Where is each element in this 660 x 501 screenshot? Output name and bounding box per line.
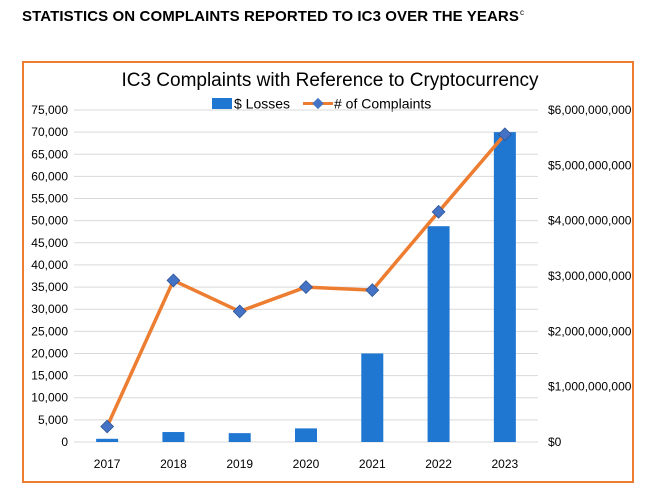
complaints-point [497, 127, 512, 142]
left-axis-tick-label: 65,000 [31, 147, 68, 161]
left-axis-tick-label: 20,000 [31, 346, 68, 360]
legend-label-losses: $ Losses [234, 96, 290, 112]
losses-bar [361, 353, 384, 442]
complaints-point [299, 280, 313, 294]
left-axis-tick-label: 15,000 [31, 369, 68, 383]
legend-label-complaints: # of Complaints [334, 96, 431, 112]
losses-bar [493, 132, 516, 442]
losses-bar [96, 438, 119, 442]
left-axis-tick-label: 5,000 [38, 413, 68, 427]
chart-frame [22, 61, 634, 483]
bar-series [96, 132, 516, 442]
x-axis-tick-label: 2018 [160, 457, 187, 471]
left-axis-tick-label: 70,000 [31, 125, 68, 139]
complaints-point [431, 204, 446, 219]
complaints-point [232, 304, 247, 319]
left-axis-tick-label: 45,000 [31, 236, 68, 250]
left-axis-tick-label: 30,000 [31, 302, 68, 316]
left-axis-tick-label: 25,000 [31, 324, 68, 338]
x-axis-tick-label: 2023 [492, 457, 519, 471]
right-axis-tick-label: $2,000,000,000 [548, 324, 632, 338]
x-axis-labels: 2017 2018 2019 2020 2021 2022 2023 [94, 457, 519, 471]
legend: $ Losses # of Complaints [212, 96, 431, 112]
heading-footnote-marker: c [519, 8, 525, 17]
left-axis-tick-label: 40,000 [31, 258, 68, 272]
x-axis-tick-label: 2021 [359, 457, 386, 471]
left-axis-tick-label: 50,000 [31, 214, 68, 228]
left-axis-labels: 0 5,000 10,000 15,000 20,000 25,000 30,000 35,0… [31, 103, 68, 449]
left-axis-tick-label: 75,000 [31, 103, 68, 117]
right-axis-tick-label: $4,000,000,000 [548, 214, 632, 228]
losses-bar [228, 433, 251, 442]
x-axis-tick-label: 2019 [226, 457, 253, 471]
losses-bar [427, 226, 450, 442]
losses-bar [295, 428, 317, 442]
legend-bar-swatch [212, 98, 232, 109]
complaints-point [100, 419, 115, 434]
left-axis-tick-label: 0 [61, 435, 68, 449]
chart-title: IC3 Complaints with Reference to Cryptoc… [121, 70, 539, 91]
right-axis-tick-label: $5,000,000,000 [548, 158, 632, 172]
left-axis-tick-label: 60,000 [31, 169, 68, 183]
x-axis-tick-label: 2020 [293, 457, 320, 471]
left-axis-tick-label: 55,000 [31, 192, 68, 206]
right-axis-labels: $0 $1,000,000,000 $2,000,000,000 $3,000,000… [548, 103, 632, 449]
line-series [100, 127, 512, 434]
complaints-point [365, 283, 380, 298]
page-heading: STATISTICS ON COMPLAINTS REPORTED TO IC3… [22, 8, 524, 25]
x-axis-tick-label: 2022 [425, 457, 452, 471]
right-axis-tick-label: $0 [548, 435, 562, 449]
losses-bar [162, 432, 185, 442]
left-axis-tick-label: 10,000 [31, 391, 68, 405]
left-axis-tick-label: 35,000 [31, 280, 68, 294]
right-axis-tick-label: $3,000,000,000 [548, 269, 632, 283]
right-axis-tick-label: $1,000,000,000 [548, 380, 632, 394]
page-heading-text: STATISTICS ON COMPLAINTS REPORTED TO IC3… [22, 8, 519, 25]
right-axis-tick-label: $6,000,000,000 [548, 103, 632, 117]
gridlines [74, 109, 538, 443]
complaints-point [166, 273, 181, 288]
x-axis-tick-label: 2017 [94, 457, 121, 471]
legend-marker-swatch [312, 97, 324, 110]
